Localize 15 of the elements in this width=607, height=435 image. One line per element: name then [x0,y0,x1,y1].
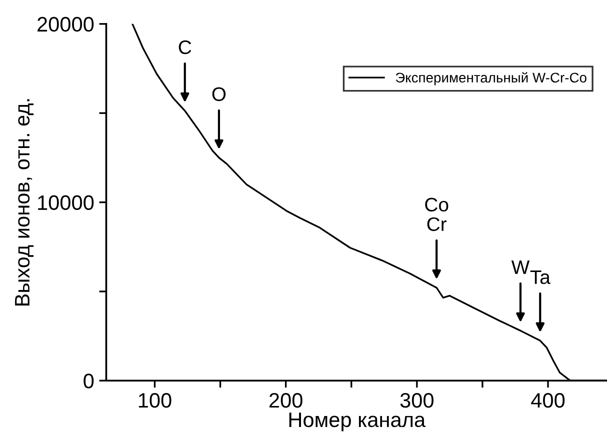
y-tick-label: 10000 [38,195,94,210]
annotation: W [511,260,530,274]
y-tick-label: 20000 [38,16,94,32]
annotation: O [212,87,226,102]
x-tick-label: 300 [400,392,434,408]
y-tick-label: 0 [84,374,94,388]
x-tick-label: 400 [531,392,565,408]
x-tick-label: 100 [138,392,172,408]
annotation: Ta [530,270,550,284]
annotation: Co Cr [425,198,448,232]
legend-label: Экспериментальный W-Cr-Co [396,72,586,86]
x-axis-title: Номер канала [289,412,426,432]
annotation: C [178,40,192,54]
x-tick-label: 200 [269,392,302,408]
y-axis-title: Выход ионов, отн. ед. [15,99,34,306]
